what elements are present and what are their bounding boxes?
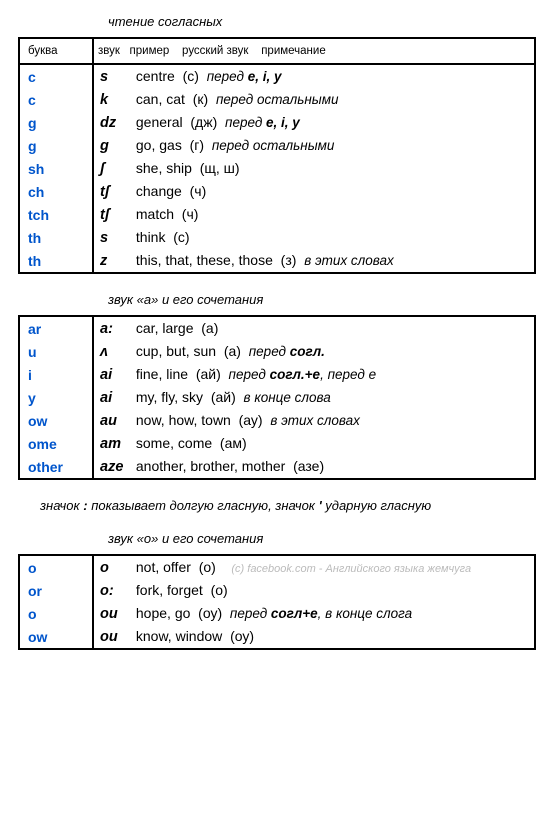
- header-letter: буква: [19, 38, 93, 64]
- content-cell: o not, offer (о) (c) facebook.com - Англ…: [93, 555, 535, 579]
- content-cell: dz general (дж) перед e, i, y: [93, 111, 535, 134]
- content-cell: o: fork, forget (о): [93, 579, 535, 602]
- content-cell: ou hope, go (оу) перед согл+е, в конце с…: [93, 602, 535, 625]
- letter-cell: ome: [19, 432, 93, 455]
- letter-cell: i: [19, 363, 93, 386]
- letter-cell: u: [19, 340, 93, 363]
- table-o-sound: oo not, offer (о) (c) facebook.com - Анг…: [18, 554, 536, 650]
- letter-cell: ch: [19, 180, 93, 203]
- letter-cell: ar: [19, 316, 93, 340]
- content-cell: s think (с): [93, 226, 535, 249]
- letter-cell: y: [19, 386, 93, 409]
- section2-title: звук «а» и его сочетания: [108, 292, 536, 307]
- table-consonants: буква звук пример русский звук примечани…: [18, 37, 536, 274]
- content-cell: ai my, fly, sky (ай) в конце слова: [93, 386, 535, 409]
- letter-cell: c: [19, 88, 93, 111]
- letter-cell: tch: [19, 203, 93, 226]
- content-cell: tʃ match (ч): [93, 203, 535, 226]
- content-cell: s centre (с) перед e, i, y: [93, 64, 535, 88]
- letter-cell: ow: [19, 409, 93, 432]
- letter-cell: g: [19, 134, 93, 157]
- content-cell: aze another, brother, mother (азе): [93, 455, 535, 479]
- letter-cell: other: [19, 455, 93, 479]
- letter-cell: c: [19, 64, 93, 88]
- letter-cell: th: [19, 249, 93, 273]
- section3-title: звук «о» и его сочетания: [108, 531, 536, 546]
- content-cell: ʃ she, ship (щ, ш): [93, 157, 535, 180]
- letter-cell: ow: [19, 625, 93, 649]
- content-cell: tʃ change (ч): [93, 180, 535, 203]
- content-cell: ʌ cup, but, sun (а) перед согл.: [93, 340, 535, 363]
- content-cell: am some, come (ам): [93, 432, 535, 455]
- content-cell: a: car, large (а): [93, 316, 535, 340]
- content-cell: ai fine, line (ай) перед согл.+е, перед …: [93, 363, 535, 386]
- middle-note: значок : показывает долгую гласную, знач…: [40, 498, 536, 513]
- table-a-sound: ara: car, large (а) uʌ cup, but, sun (а)…: [18, 315, 536, 480]
- letter-cell: o: [19, 602, 93, 625]
- header-rest: звук пример русский звук примечание: [93, 38, 535, 64]
- letter-cell: sh: [19, 157, 93, 180]
- letter-cell: th: [19, 226, 93, 249]
- letter-cell: or: [19, 579, 93, 602]
- content-cell: z this, that, these, those (з) в этих сл…: [93, 249, 535, 273]
- letter-cell: o: [19, 555, 93, 579]
- content-cell: ou know, window (оу): [93, 625, 535, 649]
- content-cell: au now, how, town (ау) в этих словах: [93, 409, 535, 432]
- content-cell: k can, cat (к) перед остальными: [93, 88, 535, 111]
- letter-cell: g: [19, 111, 93, 134]
- content-cell: g go, gas (г) перед остальными: [93, 134, 535, 157]
- watermark: (c) facebook.com - Английского языка жем…: [231, 563, 471, 575]
- section1-title: чтение согласных: [108, 14, 536, 29]
